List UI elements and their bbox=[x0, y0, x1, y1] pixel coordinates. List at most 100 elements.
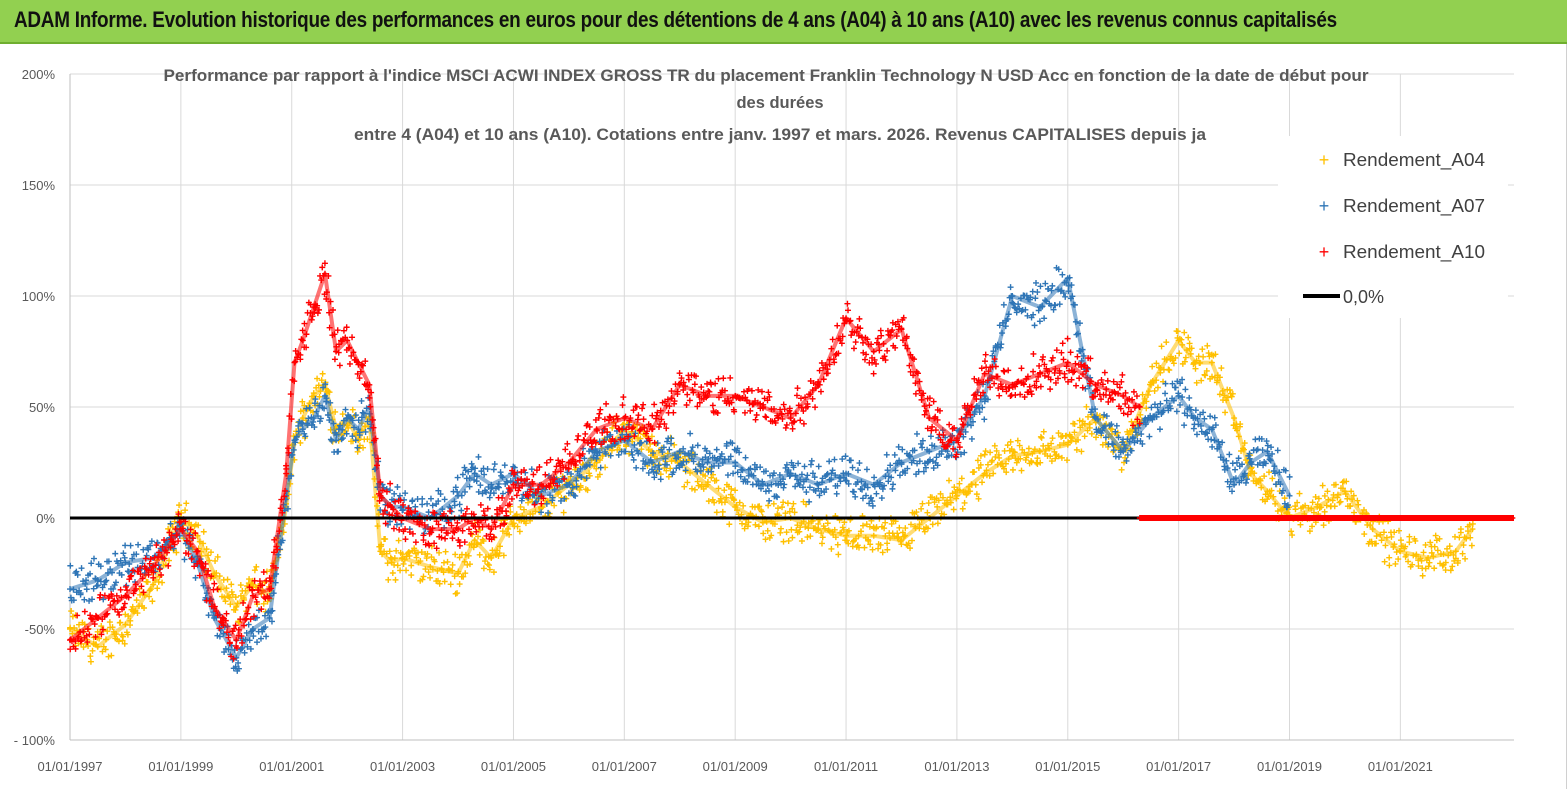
data-point-a07 bbox=[626, 434, 633, 441]
data-point-a04 bbox=[1172, 354, 1179, 361]
data-point-a07 bbox=[673, 465, 680, 472]
data-point-a10 bbox=[771, 405, 778, 412]
data-point-a04 bbox=[698, 481, 705, 488]
y-tick-label: 0% bbox=[36, 511, 55, 526]
data-point-a10 bbox=[772, 419, 779, 426]
data-point-a04 bbox=[1302, 502, 1309, 509]
data-point-a04 bbox=[506, 531, 513, 538]
data-point-a04 bbox=[1343, 478, 1350, 485]
data-point-a07 bbox=[343, 430, 350, 437]
data-point-a04 bbox=[596, 471, 603, 478]
data-point-a10 bbox=[279, 509, 286, 516]
data-point-a04 bbox=[226, 594, 233, 601]
data-point-a04 bbox=[490, 569, 497, 576]
data-point-a04 bbox=[1267, 492, 1274, 499]
data-point-a04 bbox=[120, 633, 127, 640]
data-point-a10 bbox=[408, 509, 415, 516]
data-point-a04 bbox=[947, 499, 954, 506]
data-point-a10 bbox=[1079, 384, 1086, 391]
data-point-a07 bbox=[1102, 434, 1109, 441]
data-point-a04 bbox=[1468, 542, 1475, 549]
legend-marker-a07: + bbox=[1319, 196, 1330, 216]
data-point-a04 bbox=[87, 653, 94, 660]
data-point-a07 bbox=[110, 585, 117, 592]
data-point-a04 bbox=[332, 408, 339, 415]
data-point-a07 bbox=[877, 479, 884, 486]
data-point-a07 bbox=[806, 484, 813, 491]
data-point-a04 bbox=[428, 543, 435, 550]
data-point-a10 bbox=[870, 348, 877, 355]
data-point-a04 bbox=[1179, 341, 1186, 348]
data-point-a10 bbox=[649, 426, 656, 433]
data-point-a10 bbox=[614, 415, 621, 422]
data-point-a07 bbox=[293, 433, 300, 440]
data-point-a07 bbox=[632, 430, 639, 437]
data-point-a07 bbox=[424, 500, 431, 507]
data-point-a04 bbox=[1024, 451, 1031, 458]
data-point-a04 bbox=[395, 537, 402, 544]
data-point-a10 bbox=[477, 501, 484, 508]
data-point-a10 bbox=[619, 402, 626, 409]
data-point-a07 bbox=[409, 497, 416, 504]
data-point-a04 bbox=[1380, 529, 1387, 536]
data-point-a10 bbox=[1084, 364, 1091, 371]
data-point-a07 bbox=[118, 571, 125, 578]
data-point-a10 bbox=[572, 458, 579, 465]
data-point-a04 bbox=[779, 504, 786, 511]
data-point-a04 bbox=[1140, 400, 1147, 407]
data-point-a10 bbox=[606, 413, 613, 420]
data-point-a10 bbox=[970, 392, 977, 399]
data-point-a07 bbox=[1042, 297, 1049, 304]
data-point-a10 bbox=[982, 351, 989, 358]
data-point-a07 bbox=[999, 330, 1006, 337]
data-point-a07 bbox=[652, 464, 659, 471]
data-point-a07 bbox=[1246, 450, 1253, 457]
data-point-a10 bbox=[72, 645, 79, 652]
data-point-a10 bbox=[682, 383, 689, 390]
data-point-a10 bbox=[1509, 515, 1516, 521]
data-point-a10 bbox=[607, 414, 614, 421]
data-point-a10 bbox=[807, 391, 814, 398]
data-point-a07 bbox=[243, 629, 250, 636]
data-point-a10 bbox=[1027, 388, 1034, 395]
data-point-a07 bbox=[1271, 470, 1278, 477]
chart-title: Performance par rapport à l'indice MSCI … bbox=[164, 67, 1370, 144]
data-point-a07 bbox=[551, 486, 558, 493]
data-point-a07 bbox=[732, 459, 739, 466]
data-point-a07 bbox=[1036, 318, 1043, 325]
data-point-a07 bbox=[486, 494, 493, 501]
data-point-a04 bbox=[165, 525, 172, 532]
data-point-a04 bbox=[134, 610, 141, 617]
data-point-a10 bbox=[365, 386, 372, 393]
data-point-a07 bbox=[804, 472, 811, 479]
data-point-a10 bbox=[564, 440, 571, 447]
data-point-a04 bbox=[719, 508, 726, 515]
data-point-a07 bbox=[649, 459, 656, 466]
data-point-a04 bbox=[69, 613, 76, 620]
data-point-a04 bbox=[726, 521, 733, 528]
data-point-a07 bbox=[1162, 390, 1169, 397]
data-point-a10 bbox=[834, 322, 841, 329]
data-point-a10 bbox=[863, 351, 870, 358]
data-point-a04 bbox=[1406, 533, 1413, 540]
data-point-a07 bbox=[834, 482, 841, 489]
data-point-a07 bbox=[809, 470, 816, 477]
data-point-a07 bbox=[832, 472, 839, 479]
data-point-a04 bbox=[353, 430, 360, 437]
data-point-a10 bbox=[958, 415, 965, 422]
data-point-a10 bbox=[208, 573, 215, 580]
data-point-a07 bbox=[797, 476, 804, 483]
data-point-a07 bbox=[1264, 448, 1271, 455]
data-point-a07 bbox=[831, 456, 838, 463]
data-point-a07 bbox=[519, 495, 526, 502]
data-point-a04 bbox=[1264, 488, 1271, 495]
data-point-a07 bbox=[435, 498, 442, 505]
data-point-a10 bbox=[565, 465, 572, 472]
data-point-a07 bbox=[490, 490, 497, 497]
data-point-a04 bbox=[721, 499, 728, 506]
data-point-a10 bbox=[804, 403, 811, 410]
data-point-a04 bbox=[1308, 505, 1315, 512]
data-point-a07 bbox=[565, 481, 572, 488]
data-point-a04 bbox=[1449, 563, 1456, 570]
data-point-a07 bbox=[1032, 295, 1039, 302]
